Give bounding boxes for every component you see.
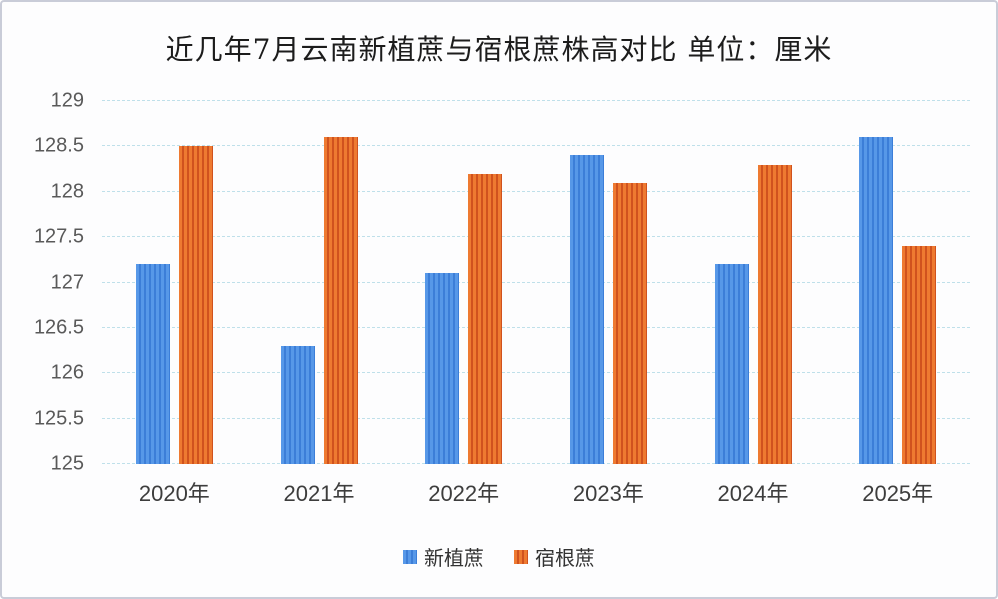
y-tick-label: 127: [50, 271, 84, 293]
bar-宿根蔗-2022年: [468, 173, 503, 464]
y-tick-label: 127.5: [33, 225, 84, 248]
gridline: [102, 326, 970, 328]
x-tick-label: 2020年: [138, 481, 210, 506]
y-tick-label: 128.5: [33, 134, 84, 157]
gridline: [102, 236, 970, 238]
chart-title: 近几年7月云南新植蔗与宿根蔗株高对比 单位：厘米: [165, 33, 833, 66]
plot-area: [102, 100, 970, 464]
bar-group-2021年: [247, 101, 392, 464]
y-tick-label: 129: [50, 89, 84, 112]
bar-新植蔗-2023年: [569, 155, 604, 464]
bar-group-2020年: [102, 101, 247, 464]
bar-group-2025年: [825, 101, 970, 464]
x-tick-label: 2024年: [717, 481, 789, 506]
gridline: [102, 417, 970, 419]
bar-新植蔗-2025年: [859, 137, 894, 464]
bar-新植蔗-2022年: [425, 273, 460, 464]
gridline: [102, 281, 970, 283]
gridline: [102, 372, 970, 374]
x-tick-label: 2022年: [428, 481, 500, 506]
bar-group-2024年: [681, 101, 826, 464]
x-tick-label: 2025年: [862, 481, 934, 506]
bar-新植蔗-2020年: [135, 264, 170, 464]
bar-宿根蔗-2024年: [757, 164, 792, 464]
bar-宿根蔗-2020年: [178, 146, 213, 464]
y-tick-label: 126: [50, 361, 84, 384]
bar-新植蔗-2021年: [280, 346, 315, 464]
y-tick-label: 125: [50, 452, 84, 475]
bar-groups: [102, 101, 970, 464]
gridline: [102, 145, 970, 147]
legend-label: 宿根蔗: [535, 546, 595, 570]
legend: 新植蔗 宿根蔗: [2, 542, 996, 571]
gridline: [102, 100, 970, 101]
x-tick-label: 2023年: [572, 481, 644, 506]
legend-label: 新植蔗: [424, 546, 484, 570]
legend-swatch-icon: [403, 549, 417, 564]
x-axis: 2020年 2021年 2022年 2023年 2024年 2025年: [102, 476, 970, 508]
gridline: [102, 463, 970, 464]
y-tick-label: 126.5: [33, 316, 84, 339]
legend-item-新植蔗: 新植蔗: [403, 542, 484, 571]
bar-group-2023年: [536, 101, 681, 464]
gridline: [102, 190, 970, 192]
bar-新植蔗-2024年: [714, 264, 749, 464]
legend-swatch-icon: [514, 549, 528, 564]
legend-item-宿根蔗: 宿根蔗: [514, 542, 595, 571]
bar-宿根蔗-2023年: [612, 182, 647, 464]
y-tick-label: 128: [50, 180, 84, 203]
y-tick-label: 125.5: [33, 407, 84, 430]
y-axis: 125 125.5 126 126.5 127 127.5 128 128.5 129: [2, 90, 92, 475]
bar-宿根蔗-2025年: [902, 246, 937, 464]
bar-group-2022年: [391, 101, 536, 464]
bar-宿根蔗-2021年: [323, 137, 358, 464]
x-tick-label: 2021年: [283, 481, 355, 506]
